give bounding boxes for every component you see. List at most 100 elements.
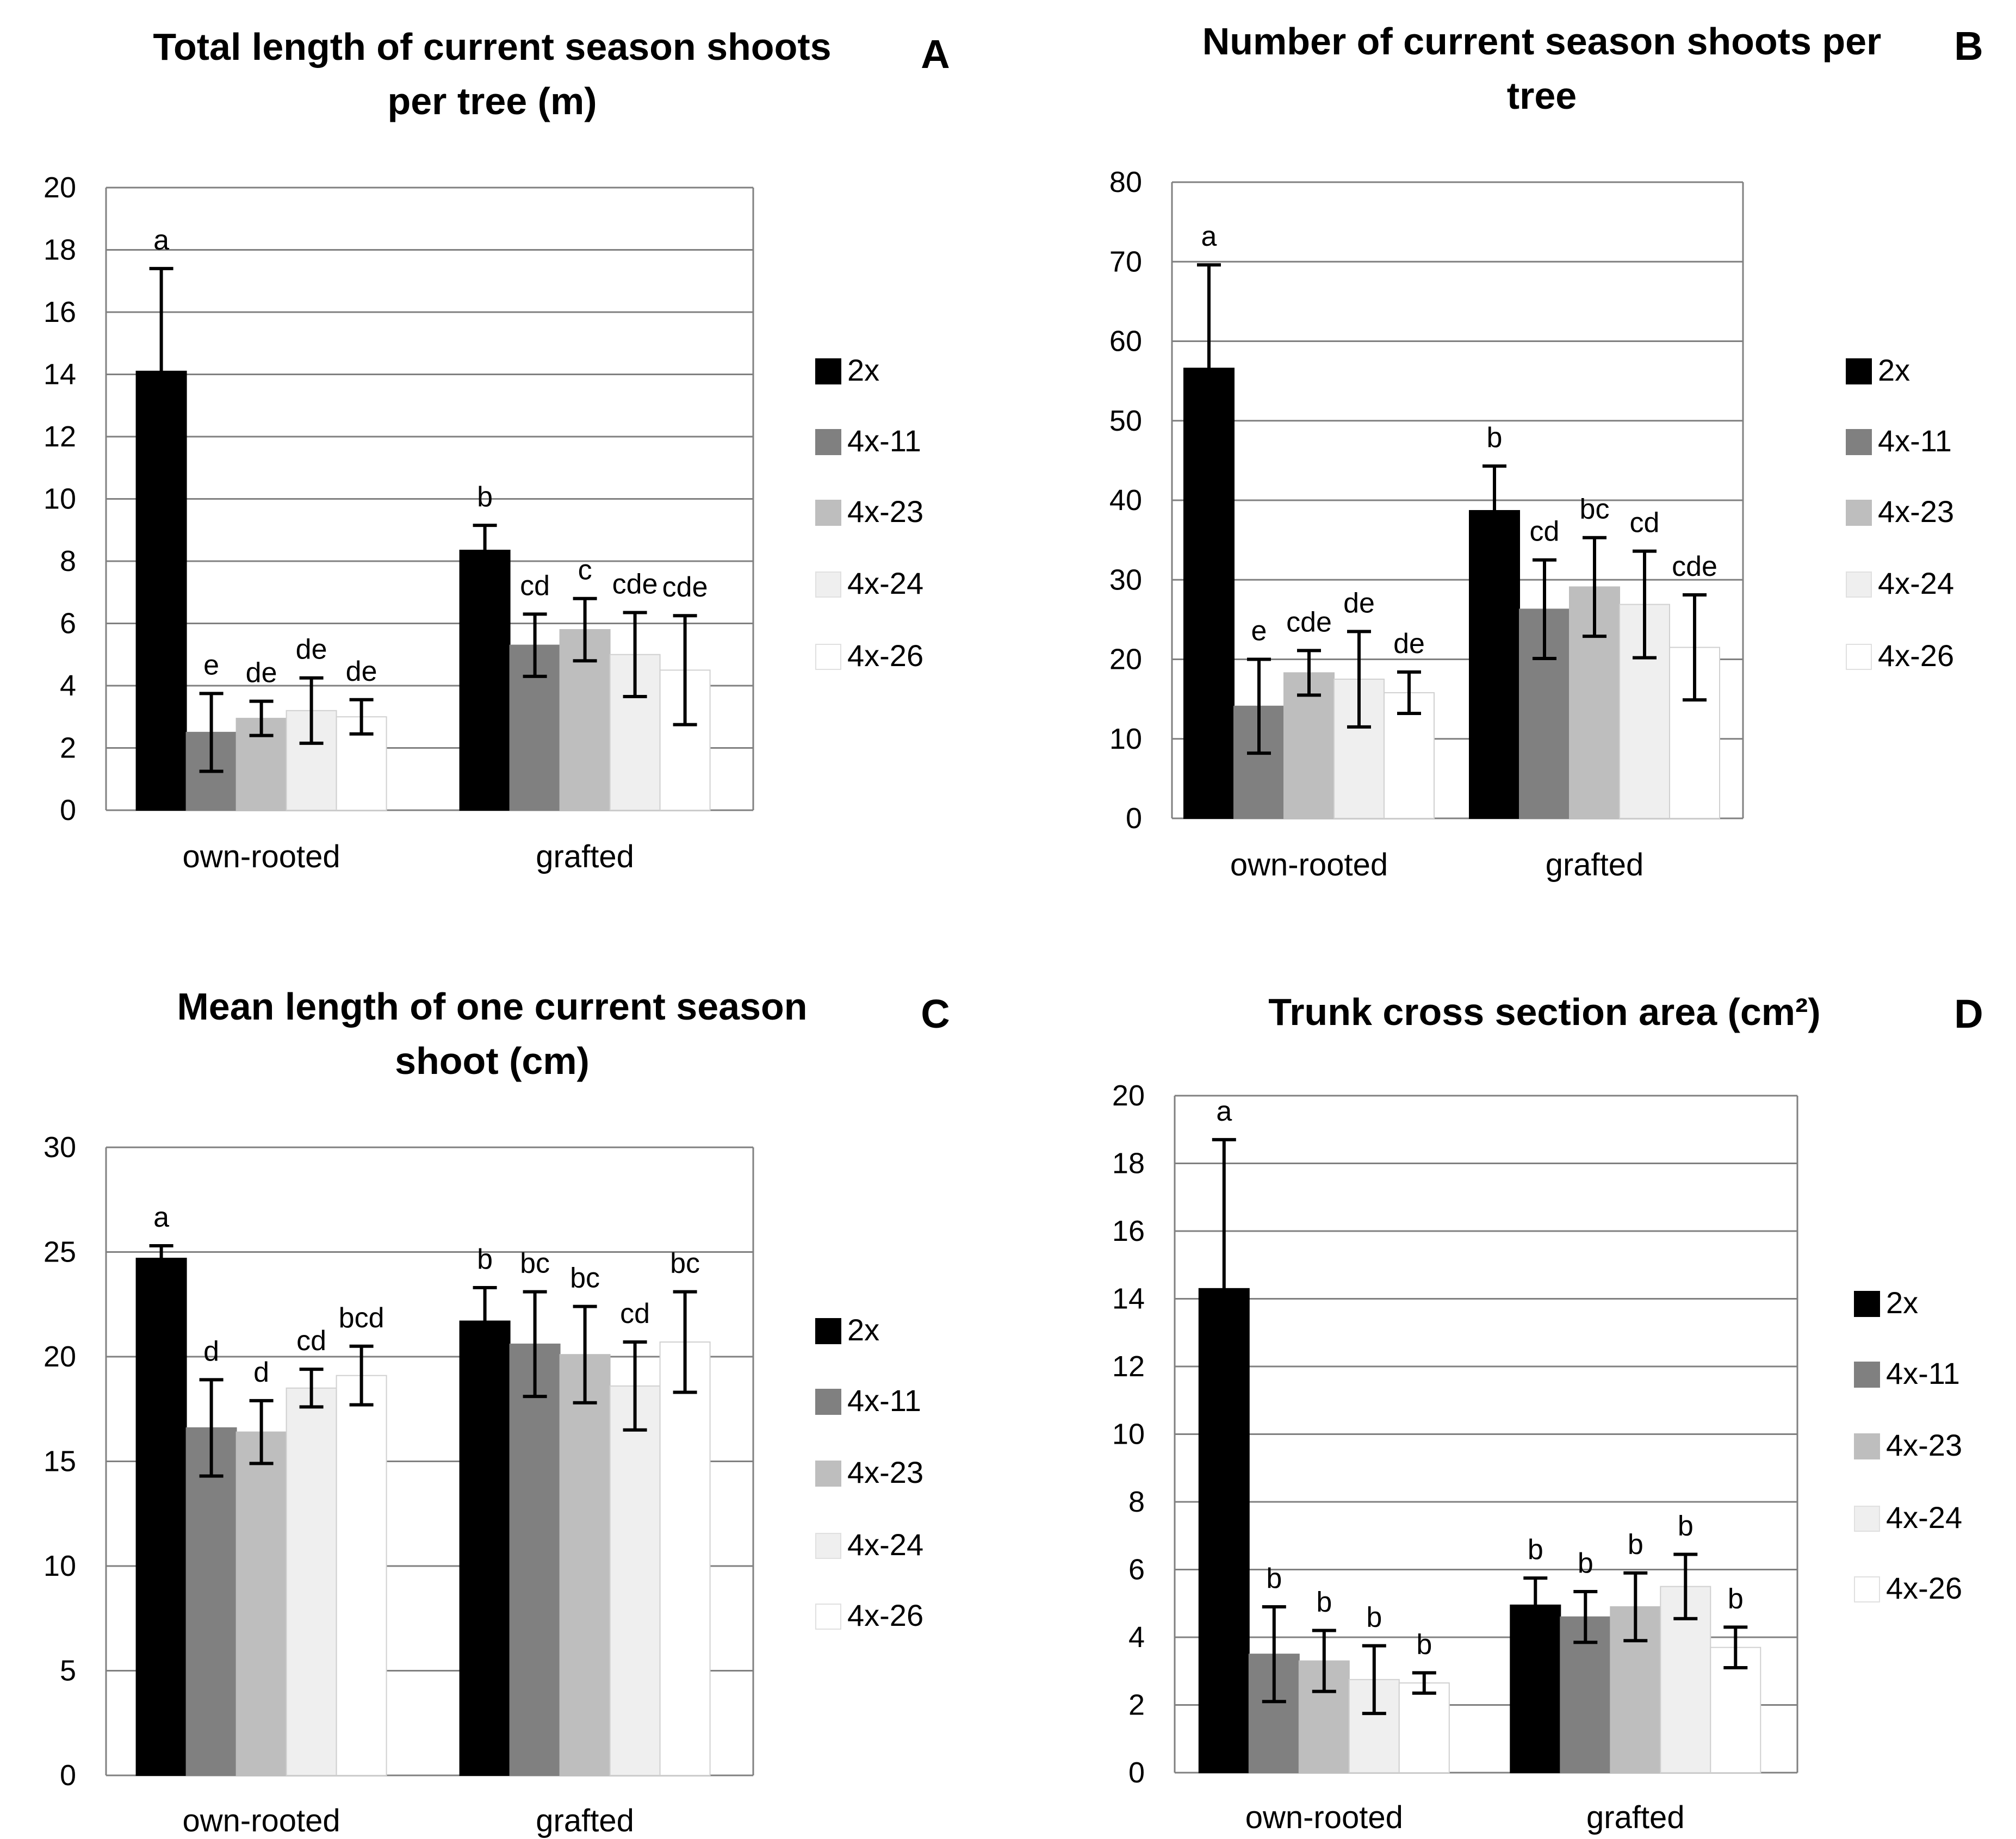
significance-label: b [1678,1510,1694,1542]
bar-2x [459,549,511,811]
bar-4x-11 [185,1427,237,1776]
y-tick-label: 14 [44,358,76,391]
significance-label: b [1528,1534,1543,1565]
category-label: grafted [1586,1800,1685,1835]
y-tick-label: 12 [1112,1350,1145,1383]
bar-2x [459,1320,511,1776]
significance-label: cd [620,1298,650,1329]
legend-swatch [815,1389,841,1415]
legend-label: 4x-11 [1886,1356,1960,1390]
legend-swatch [815,358,841,384]
y-tick-label: 16 [44,296,76,328]
category-label: own-rooted [183,839,340,874]
significance-label: de [346,656,377,687]
y-tick-label: 4 [60,669,76,702]
legend-swatch [815,1461,841,1487]
legend-swatch [1846,644,1872,670]
panel-letter: B [1954,23,1983,69]
significance-label: b [1416,1629,1432,1660]
legend-label: 4x-24 [847,566,923,600]
bar-4x-23 [235,1431,287,1776]
significance-label: bc [1580,494,1610,525]
legend-swatch [1846,500,1872,526]
significance-label: b [477,481,493,513]
significance-label: bcd [339,1302,384,1334]
legend-swatch [815,429,841,455]
significance-label: b [1366,1602,1382,1633]
bar-4x-26 [1398,1682,1450,1774]
chart-title-line: Mean length of one current season [177,985,807,1028]
legend-label: 4x-11 [847,424,921,458]
legend-label: 4x-26 [1878,638,1954,673]
significance-label: b [1266,1563,1282,1594]
significance-label: cde [1672,551,1717,582]
bar-4x-24 [609,1385,661,1776]
significance-label: b [477,1244,493,1275]
legend-label: 4x-24 [847,1527,923,1562]
legend-label: 4x-26 [847,638,923,673]
significance-label: d [203,1335,219,1367]
y-tick-label: 20 [1112,1079,1145,1112]
chart-panel-b: Number of current season shoots per tree B… [1109,20,1983,883]
significance-label: cde [1286,606,1332,638]
y-tick-label: 4 [1128,1621,1145,1654]
category-label: grafted [536,839,634,874]
significance-label: e [203,649,219,681]
y-tick-label: 18 [44,234,76,266]
bar-4x-23 [1283,672,1335,819]
legend-swatch [815,1533,841,1559]
chart-panel-d: Trunk cross section area (cm²) D 0 2 4 6 8 10 12… [1112,991,1983,1835]
panel-letter: C [921,991,950,1036]
y-tick-label: 6 [1128,1554,1145,1586]
y-tick-label: 2 [60,732,76,765]
legend-label: 4x-23 [847,494,923,529]
significance-label: de [246,657,277,689]
legend-label: 4x-26 [1886,1571,1962,1605]
y-tick-label: 25 [44,1236,76,1269]
significance-label: de [296,634,327,666]
significance-label: b [1628,1529,1643,1561]
significance-label: a [1216,1096,1232,1127]
chart-title-line: Trunk cross section area (cm²) [1268,991,1820,1033]
y-tick-label: 40 [1109,484,1142,517]
y-tick-label: 6 [60,607,76,640]
significance-label: de [1393,628,1425,660]
legend-swatch [1846,429,1872,455]
legend-swatch [1854,1362,1880,1388]
y-tick-label: 30 [44,1131,76,1164]
significance-label: b [1728,1583,1744,1614]
legend-swatch [815,1604,841,1630]
significance-label: bc [520,1248,550,1279]
y-tick-label: 20 [1109,643,1142,676]
legend-label: 2x [1878,353,1910,387]
bar-4x-26 [659,1341,711,1776]
y-tick-label: 50 [1109,405,1142,437]
y-tick-label: 0 [1128,1756,1145,1789]
y-tick-label: 2 [1128,1689,1145,1722]
significance-label: a [153,1202,169,1233]
bar-4x-24 [286,1387,337,1776]
y-tick-label: 8 [1128,1486,1145,1518]
bar-4x-23 [559,1354,611,1776]
significance-label: cd [520,570,550,601]
y-tick-label: 20 [44,171,76,204]
chart-title-line: shoot (cm) [395,1040,590,1082]
legend-swatch [815,1318,841,1344]
significance-label: cde [662,571,708,603]
y-tick-label: 14 [1112,1283,1145,1315]
y-tick-label: 10 [44,1550,76,1582]
legend-label: 4x-23 [847,1455,923,1489]
significance-label: a [1201,221,1217,252]
chart-title-line: Number of current season shoots per [1202,20,1882,63]
legend-label: 4x-23 [1878,494,1954,529]
legend-swatch [815,644,841,670]
significance-label: de [1343,587,1375,619]
bar-2x [135,1258,187,1776]
y-tick-label: 5 [60,1655,76,1687]
y-tick-label: 0 [60,1759,76,1792]
legend-label: 2x [1886,1285,1918,1320]
y-tick-label: 30 [1109,563,1142,596]
y-tick-label: 10 [44,483,76,515]
chart-title-line: tree [1507,74,1577,117]
